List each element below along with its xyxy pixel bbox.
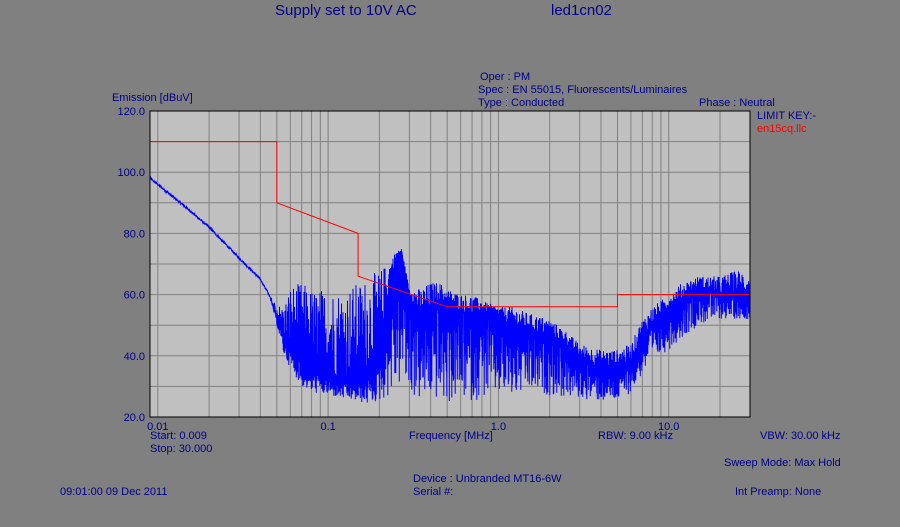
y-tick-label: 40.0: [124, 351, 145, 363]
y-tick-label: 80.0: [124, 228, 145, 240]
rbw-label: RBW: 9.00 kHz: [598, 430, 673, 442]
stop-label: Stop: 30.000: [150, 443, 213, 455]
phase-label: Phase : Neutral: [699, 97, 775, 109]
limit-line: [150, 141, 750, 308]
legend-title: LIMIT KEY:-: [757, 110, 817, 122]
chart-title: Supply set to 10V AC: [275, 2, 417, 19]
timestamp: 09:01:00 09 Dec 2011: [60, 486, 168, 498]
y-axis-ticks: 20.0 40.0 60.0 80.0 100.0 120.0: [117, 106, 145, 424]
int-preamp-label: Int Preamp: None: [735, 486, 822, 498]
sweep-mode-label: Sweep Mode: Max Hold: [724, 457, 841, 469]
serial-label: Serial #:: [413, 486, 454, 498]
y-tick-label: 60.0: [124, 290, 145, 302]
y-tick-label: 100.0: [117, 167, 145, 179]
x-tick-label: 0.1: [320, 421, 335, 433]
test-id: led1cn02: [551, 2, 612, 19]
plot-border: [149, 110, 751, 418]
y-tick-label: 120.0: [117, 106, 145, 118]
x-tick-label: 0.01: [147, 421, 168, 433]
y-tick-label: 20.0: [124, 412, 145, 424]
start-label: Start: 0.009: [150, 430, 207, 442]
emission-trace: [149, 175, 751, 403]
spec-label: Spec : EN 55015, Fluorescents/Luminaires: [478, 84, 688, 96]
legend-limit-file: en15cq.llc: [757, 123, 807, 135]
y-axis-label: Emission [dBuV]: [112, 92, 193, 104]
x-tick-label: 10.0: [658, 421, 679, 433]
type-label: Type : Conducted: [478, 97, 565, 109]
vbw-label: VBW: 30.00 kHz: [760, 430, 841, 442]
x-axis-label: Frequency [MHz]: [409, 430, 493, 442]
x-tick-label: 1.0: [491, 421, 506, 433]
oper-label: Oper : PM: [480, 71, 531, 83]
device-label: Device : Unbranded MT16-6W: [413, 473, 562, 485]
x-axis-ticks: 0.01 0.1 1.0 10.0: [147, 421, 679, 433]
